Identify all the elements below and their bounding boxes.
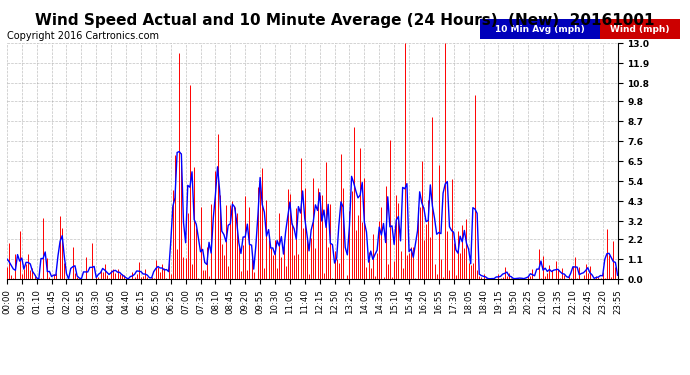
Text: Wind (mph): Wind (mph)	[610, 25, 670, 34]
Text: 10 Min Avg (mph): 10 Min Avg (mph)	[495, 25, 585, 34]
Text: Wind Speed Actual and 10 Minute Average (24 Hours)  (New)  20161001: Wind Speed Actual and 10 Minute Average …	[35, 13, 655, 28]
Text: Copyright 2016 Cartronics.com: Copyright 2016 Cartronics.com	[7, 32, 159, 41]
